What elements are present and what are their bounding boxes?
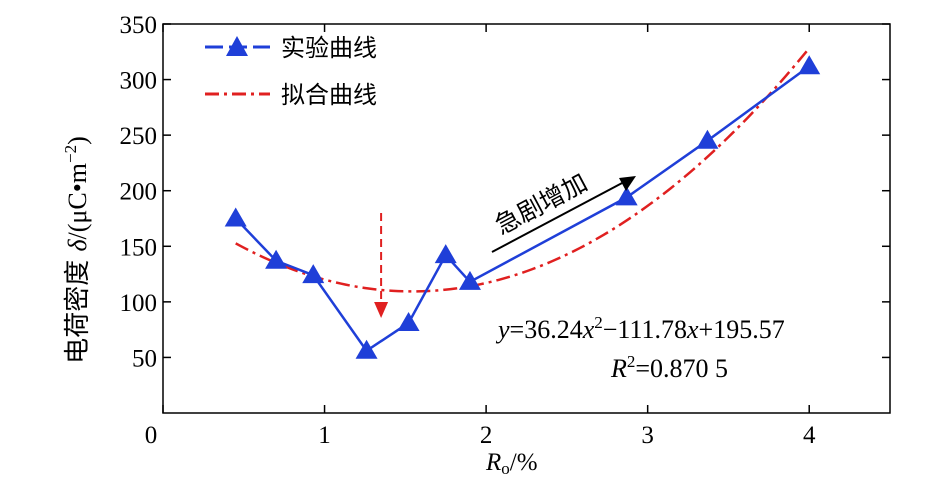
experimental-point [224, 207, 247, 227]
x-tick-label: 2 [480, 422, 493, 449]
r2-value: =0.870 5 [635, 354, 728, 383]
eq-x1: x [582, 315, 595, 344]
r-squared: R2=0.870 5 [610, 352, 728, 383]
y-tick-label: 100 [120, 290, 158, 317]
y-tick-label: 350 [120, 12, 158, 39]
y-label-symbol: δ [63, 239, 92, 252]
fit-equation: y=36.24x2−111.78x+195.57 [495, 313, 785, 344]
y-label-unit: /(μC•m [63, 163, 92, 240]
experimental-point [696, 129, 719, 149]
fit-curve [235, 47, 811, 293]
eq-y: y [495, 315, 510, 344]
y-tick-label: 150 [120, 234, 158, 261]
axis-layer: 0 1 2 3 4 50 100 150 200 250 300 350 [120, 12, 891, 449]
legend: 实验曲线 拟合曲线 [205, 34, 377, 109]
experimental-point [798, 55, 821, 75]
plot-layer [224, 47, 821, 359]
r2-r: R [610, 354, 627, 383]
x-tick-label: 3 [641, 422, 654, 449]
trend-arrow-head [619, 176, 636, 191]
experimental-point [302, 264, 325, 284]
eq-part3: +195.57 [699, 315, 785, 344]
y-tick-label: 200 [120, 179, 158, 206]
eq-sup: 2 [594, 313, 603, 332]
minimum-arrow [374, 213, 389, 318]
trend-arrow [491, 181, 625, 253]
experimental-point [434, 244, 457, 264]
trend-label: 急剧增加 [490, 168, 592, 241]
experimental-point [458, 270, 481, 290]
trend-annotation: 急剧增加 [490, 168, 636, 253]
x-label-unit: /% [510, 449, 538, 476]
experimental-point [355, 339, 378, 359]
x-tick-label: 4 [803, 422, 816, 449]
x-label-main: R [485, 449, 501, 476]
eq-x2: x [686, 315, 699, 344]
plot-frame [162, 23, 891, 414]
experimental-point [397, 311, 420, 331]
y-label-text: 电荷密度 [63, 252, 93, 364]
x-tick-label: 0 [145, 422, 158, 449]
legend-fit-label: 拟合曲线 [281, 81, 377, 109]
x-label-sub: o [501, 459, 510, 478]
legend-experimental-label: 实验曲线 [281, 34, 377, 62]
experimental-point [615, 186, 638, 206]
y-label-close: ) [63, 136, 92, 145]
experimental-point [265, 249, 288, 269]
y-tick-label: 50 [132, 345, 157, 372]
r2-sup: 2 [627, 352, 636, 371]
eq-part1: =36.24 [510, 315, 583, 344]
minimum-arrow-head [374, 302, 389, 318]
y-tick-label: 300 [120, 68, 158, 95]
experimental-line [234, 65, 810, 353]
y-label-sup: −2 [61, 145, 80, 163]
eq-part2: −111.78 [603, 315, 687, 344]
x-tick-label: 1 [318, 422, 331, 449]
x-axis-label: Ro/% [485, 449, 538, 478]
y-tick-label: 250 [120, 123, 158, 150]
legend-experimental-marker [226, 36, 248, 56]
y-axis-label: 电荷密度 δ/(μC•m−2) [61, 136, 93, 364]
